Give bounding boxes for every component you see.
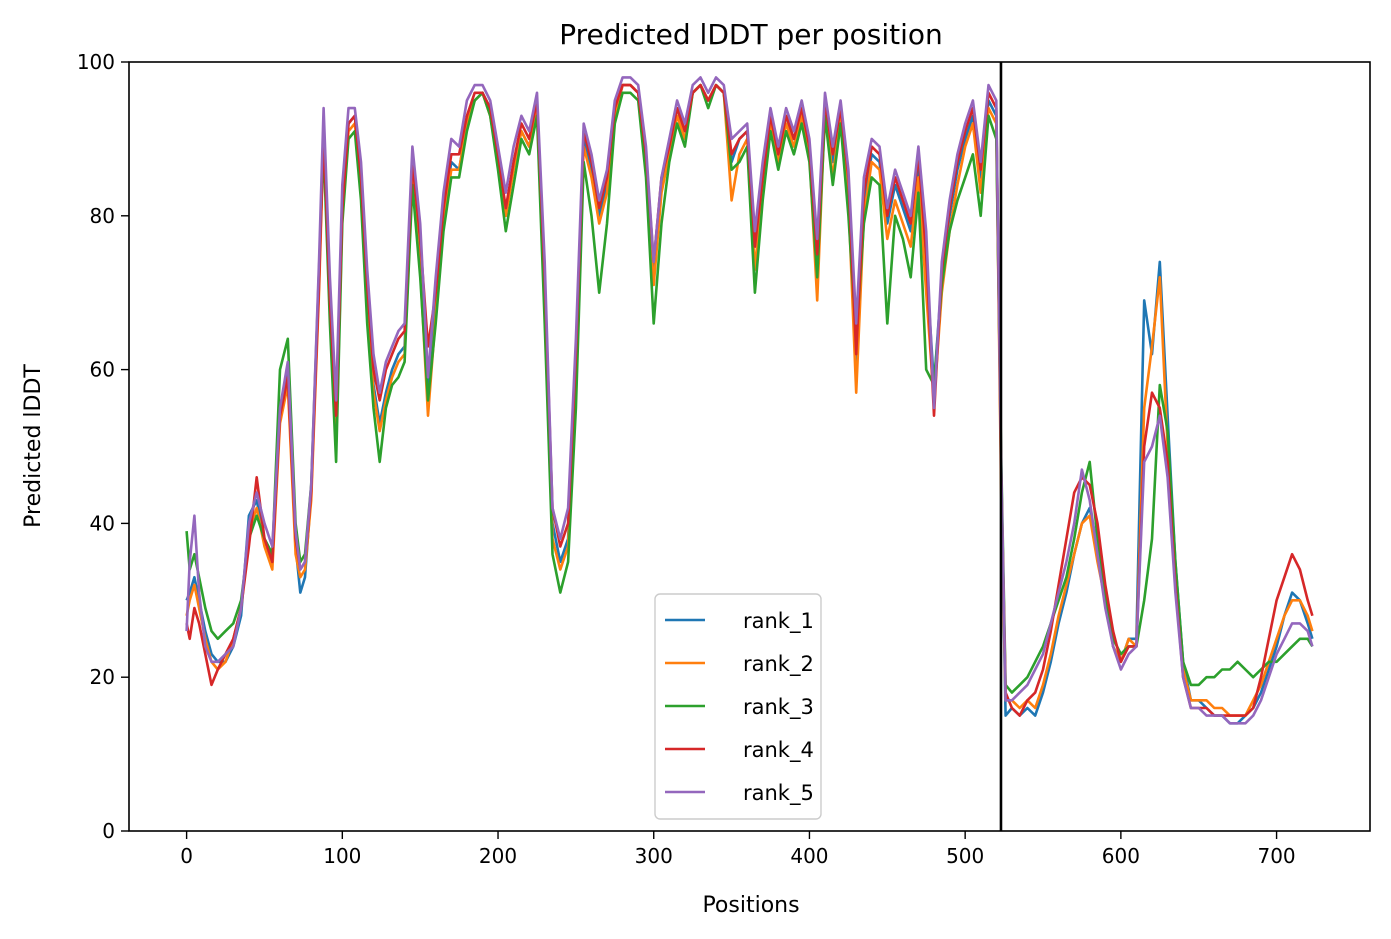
y-tick-label: 20 (90, 665, 115, 689)
series-line-rank_5 (185, 76, 1314, 725)
legend: rank_1 rank_2 rank_3 rank_4 rank_5 (654, 593, 822, 820)
x-tick-label: 200 (479, 844, 517, 868)
y-tick-label: 60 (90, 358, 115, 382)
x-tick-label: 0 (180, 844, 193, 868)
y-axis-label: Predicted lDDT (21, 364, 46, 528)
y-tick-label: 40 (90, 511, 115, 535)
series-layer (185, 62, 1314, 831)
legend-label-rank_1: rank_1 (743, 609, 814, 634)
y-tick-label: 80 (90, 204, 115, 228)
y-tick-label: 100 (77, 50, 115, 74)
y-tick-label: 0 (102, 819, 115, 843)
x-tick-label: 300 (635, 844, 673, 868)
tick-layer: 0 100 200 300 400 500 600 700 0 20 40 60 80 100 (77, 50, 1296, 868)
series-line-rank_4 (185, 83, 1314, 717)
legend-label-rank_4: rank_4 (743, 738, 814, 763)
x-tick-label: 600 (1102, 844, 1140, 868)
legend-label-rank_3: rank_3 (743, 695, 814, 720)
x-tick-label: 500 (946, 844, 984, 868)
x-tick-label: 400 (790, 844, 828, 868)
plot-frame (128, 61, 1371, 832)
plot-area (128, 61, 1371, 832)
x-tick-label: 100 (323, 844, 361, 868)
legend-label-rank_5: rank_5 (743, 781, 814, 806)
chart-title: Predicted lDDT per position (559, 18, 943, 51)
legend-box (654, 593, 822, 820)
legend-label-rank_2: rank_2 (743, 652, 814, 677)
x-tick-label: 700 (1257, 844, 1295, 868)
x-axis-label: Positions (702, 893, 799, 918)
